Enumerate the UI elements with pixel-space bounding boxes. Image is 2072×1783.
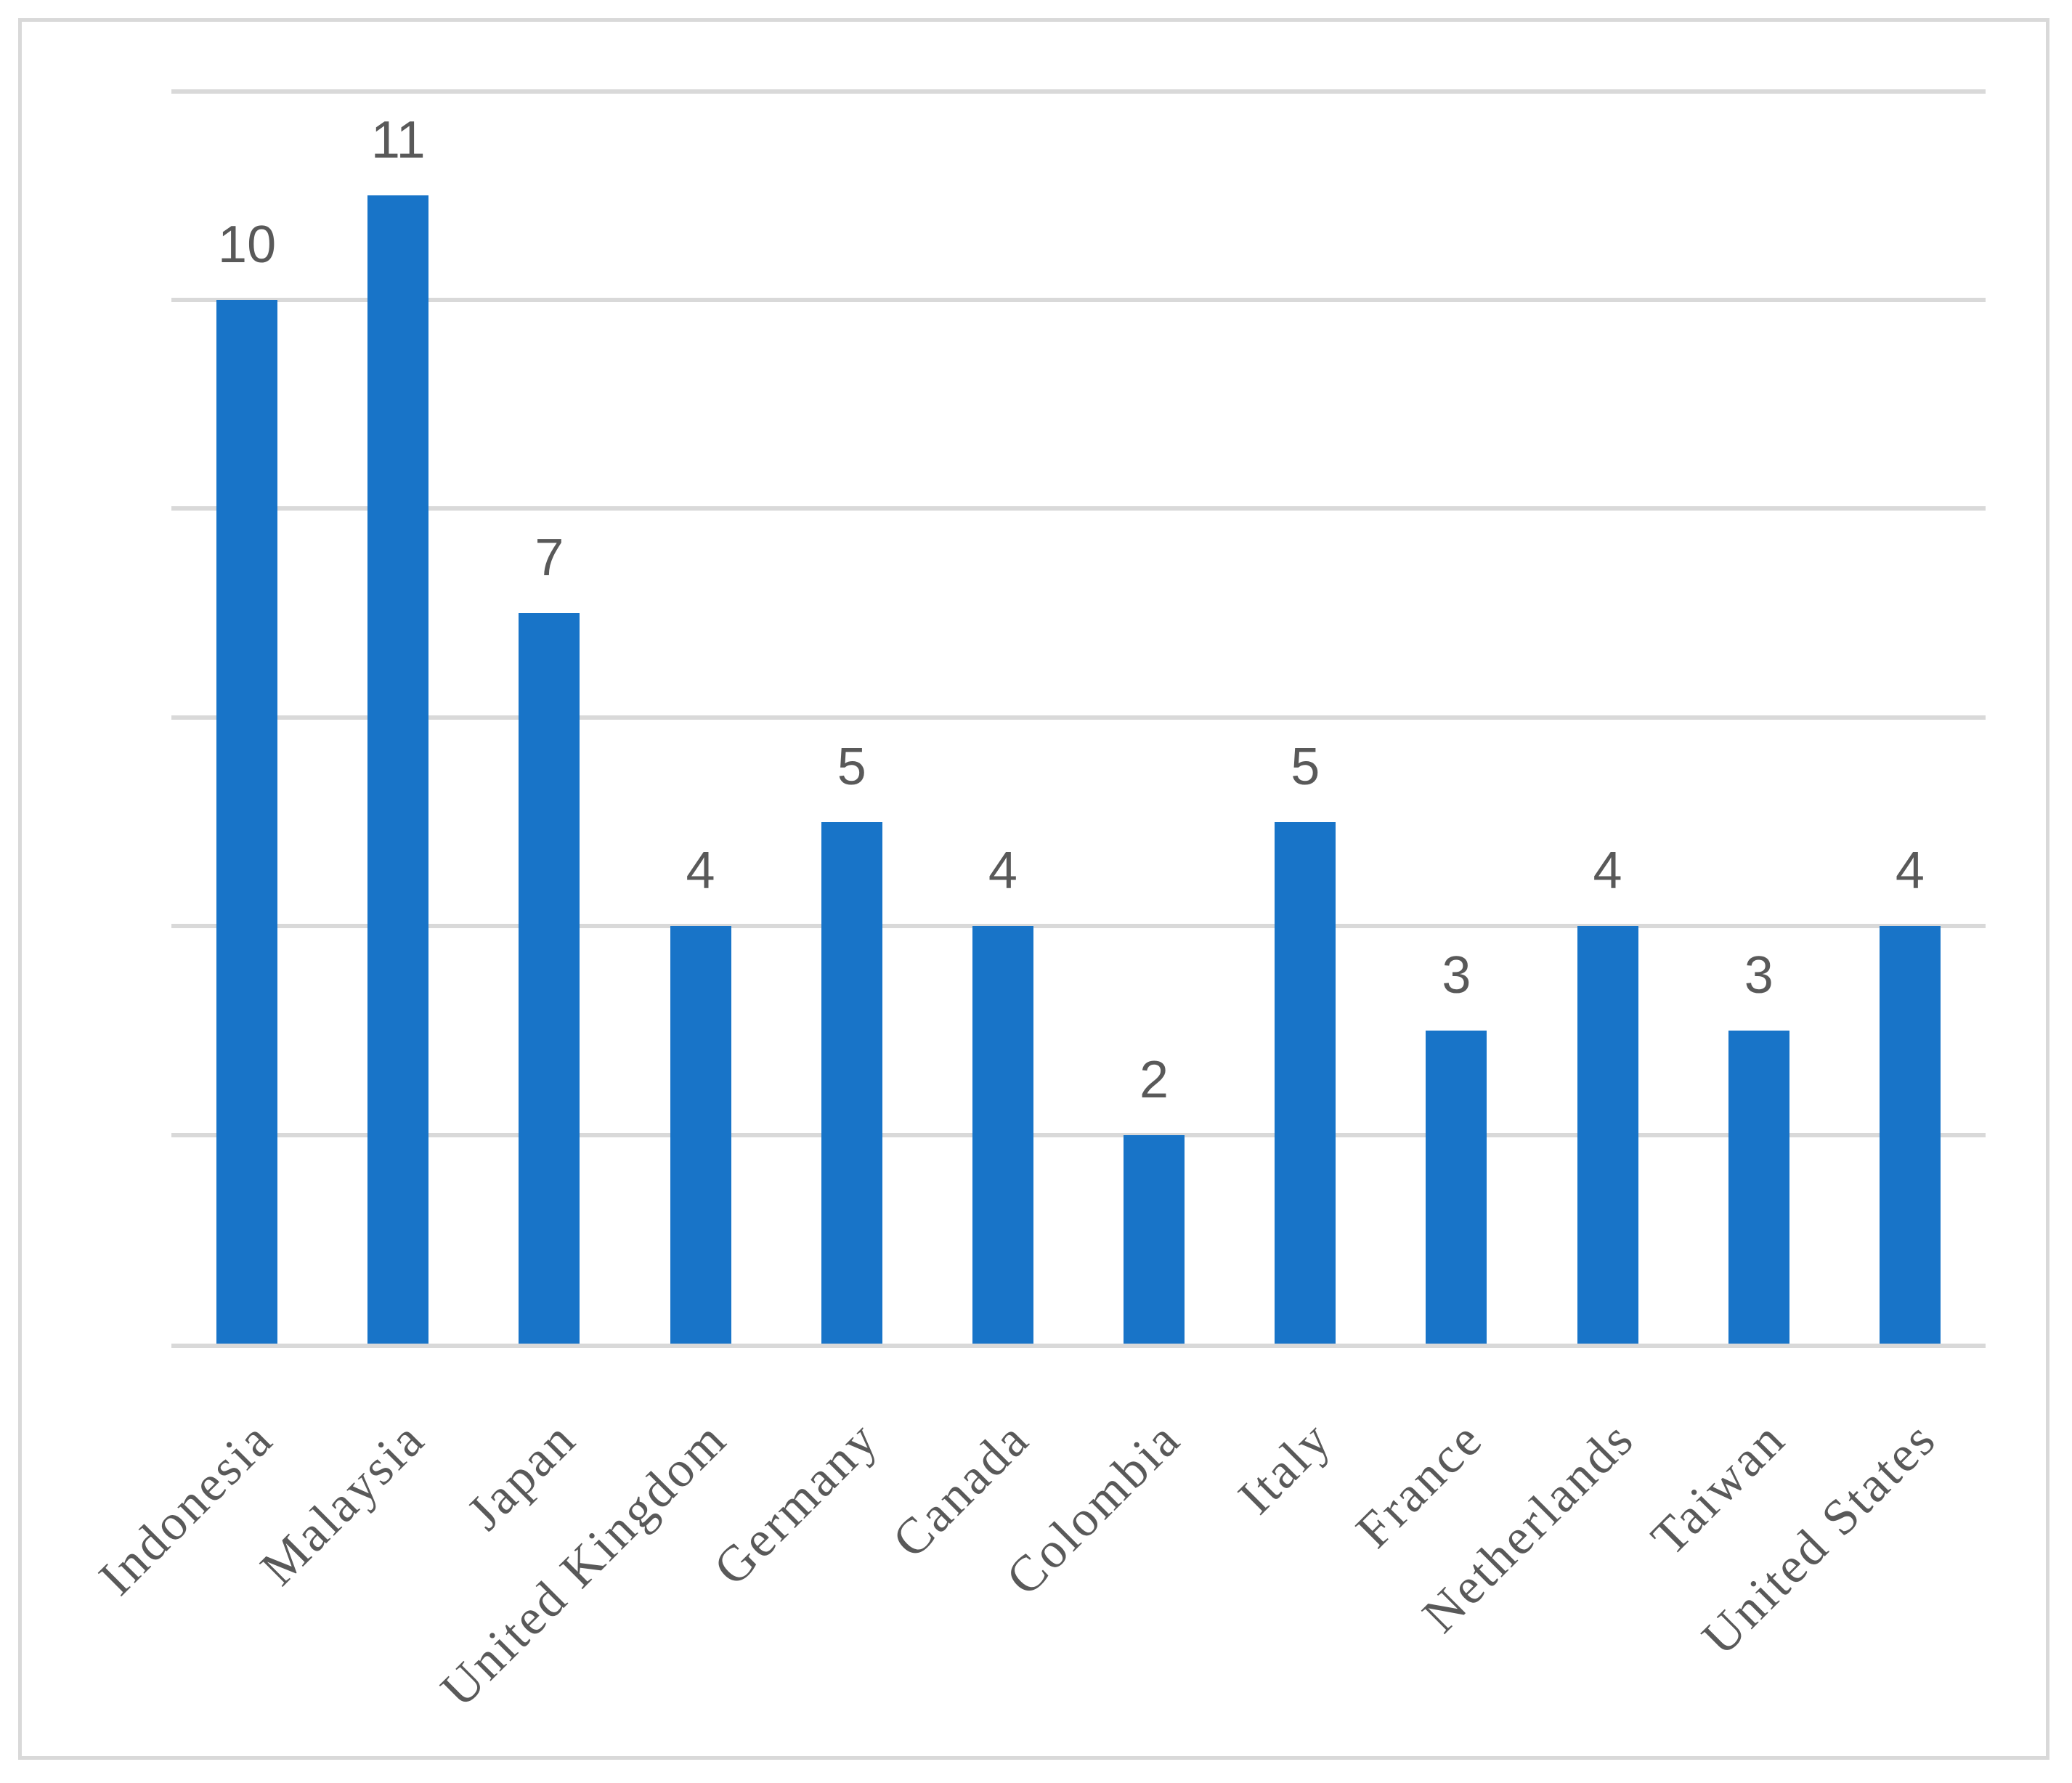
gridline — [171, 89, 1986, 94]
gridline — [171, 924, 1986, 929]
bar-value-label: 5 — [837, 737, 866, 796]
bar-value-label: 10 — [218, 216, 277, 274]
bar-value-label: 4 — [686, 842, 715, 901]
gridline — [171, 506, 1986, 511]
gridline — [171, 1132, 1986, 1137]
chart-border — [18, 18, 2049, 1760]
bar-value-label: 2 — [1139, 1050, 1169, 1109]
bar — [1124, 1134, 1185, 1344]
bar-value-label: 5 — [1291, 737, 1320, 796]
gridline — [171, 715, 1986, 720]
bar — [972, 926, 1033, 1344]
bar — [216, 300, 278, 1344]
gridline — [171, 298, 1986, 302]
bar — [367, 195, 429, 1344]
bar — [670, 926, 731, 1344]
bar — [821, 821, 882, 1344]
bar-value-label: 3 — [1744, 946, 1774, 1004]
bar-value-label: 4 — [1593, 842, 1622, 901]
bar — [1728, 1030, 1789, 1344]
bar-value-label: 7 — [535, 529, 564, 588]
bar-value-label: 3 — [1442, 946, 1471, 1004]
bar-value-label: 11 — [370, 111, 426, 170]
bar-value-label: 4 — [988, 842, 1017, 901]
bar — [1275, 821, 1336, 1344]
bar — [1577, 926, 1638, 1344]
x-axis-line — [171, 1344, 1986, 1348]
bar-value-label: 4 — [1895, 842, 1925, 901]
bar — [1426, 1030, 1487, 1344]
bar — [519, 613, 580, 1344]
bar — [1879, 926, 1941, 1344]
